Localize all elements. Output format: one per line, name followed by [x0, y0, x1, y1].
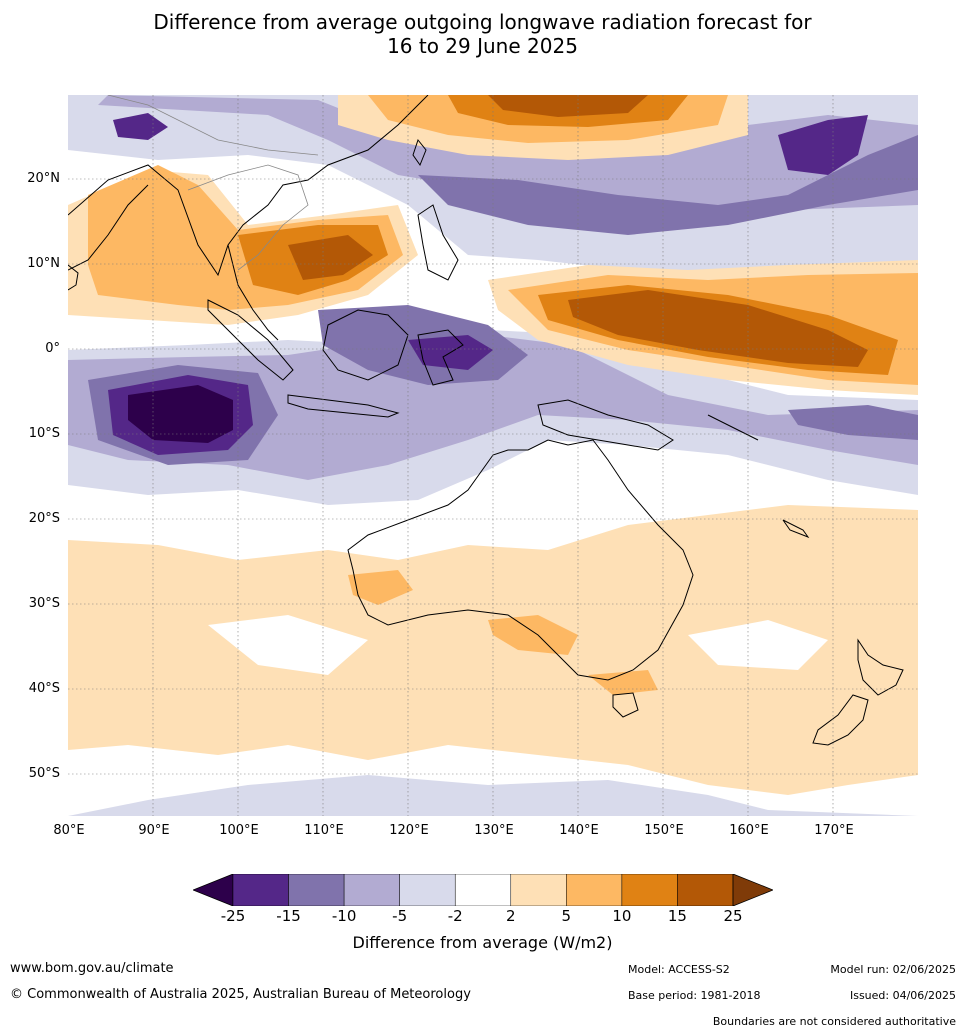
lon-label-160e: 160°E — [729, 823, 769, 838]
colorbar-svg — [193, 874, 773, 906]
lat-label-20s: 20°S — [29, 511, 60, 526]
colorbar-segment — [622, 874, 678, 906]
lat-label-10s: 10°S — [29, 426, 60, 441]
title-line-1: Difference from average outgoing longwav… — [0, 10, 965, 34]
lon-label-90e: 90°E — [138, 823, 169, 838]
lat-label-20n: 20°N — [27, 171, 60, 186]
map-canvas — [68, 95, 918, 816]
colorbar-segment — [289, 874, 345, 906]
colorbar-segment — [233, 874, 289, 906]
footer-model: Model: ACCESS-S2 — [628, 963, 730, 976]
lat-label-0: 0° — [45, 341, 60, 356]
lat-label-30s: 30°S — [29, 596, 60, 611]
colorbar-segment — [455, 874, 511, 906]
colorbar-tick-label: 25 — [723, 907, 742, 925]
lat-label-10n: 10°N — [27, 256, 60, 271]
lon-label-170e: 170°E — [814, 823, 854, 838]
colorbar-tick-label: -5 — [392, 907, 407, 925]
colorbar-tick-label: 10 — [612, 907, 631, 925]
colorbar-tick-label: -25 — [221, 907, 246, 925]
olr-anomaly-map — [68, 95, 918, 816]
colorbar-tick-label: -2 — [448, 907, 463, 925]
footer-copyright: © Commonwealth of Australia 2025, Austra… — [10, 987, 471, 1002]
colorbar-segment — [677, 874, 733, 906]
lat-label-40s: 40°S — [29, 681, 60, 696]
colorbar-segment — [566, 874, 622, 906]
colorbar-tick-label: 5 — [562, 907, 572, 925]
footer-website: www.bom.gov.au/climate — [10, 961, 174, 976]
colorbar-segment — [400, 874, 456, 906]
colorbar-segment — [511, 874, 567, 906]
lon-label-110e: 110°E — [304, 823, 344, 838]
footer-model-run: Model run: 02/06/2025 — [830, 963, 956, 976]
lon-label-150e: 150°E — [644, 823, 684, 838]
title-line-2: 16 to 29 June 2025 — [0, 34, 965, 58]
lon-label-140e: 140°E — [559, 823, 599, 838]
lon-label-120e: 120°E — [389, 823, 429, 838]
colorbar-extend-low — [193, 874, 233, 906]
map-title: Difference from average outgoing longwav… — [0, 10, 965, 58]
colorbar-tick-label: -10 — [332, 907, 357, 925]
colorbar-title: Difference from average (W/m2) — [0, 933, 965, 952]
footer-disclaimer: Boundaries are not considered authoritat… — [713, 1015, 956, 1028]
colorbar-tick-label: -15 — [276, 907, 301, 925]
lat-label-50s: 50°S — [29, 766, 60, 781]
colorbar — [193, 874, 773, 906]
lon-label-100e: 100°E — [219, 823, 259, 838]
colorbar-tick-label: 2 — [506, 907, 516, 925]
colorbar-segment — [344, 874, 400, 906]
lon-label-130e: 130°E — [474, 823, 514, 838]
colorbar-tick-label: 15 — [668, 907, 687, 925]
colorbar-extend-high — [733, 874, 773, 906]
footer-base-period: Base period: 1981-2018 — [628, 989, 760, 1002]
colorbar-segments — [193, 874, 773, 906]
lon-label-80e: 80°E — [53, 823, 84, 838]
footer-issued: Issued: 04/06/2025 — [850, 989, 956, 1002]
